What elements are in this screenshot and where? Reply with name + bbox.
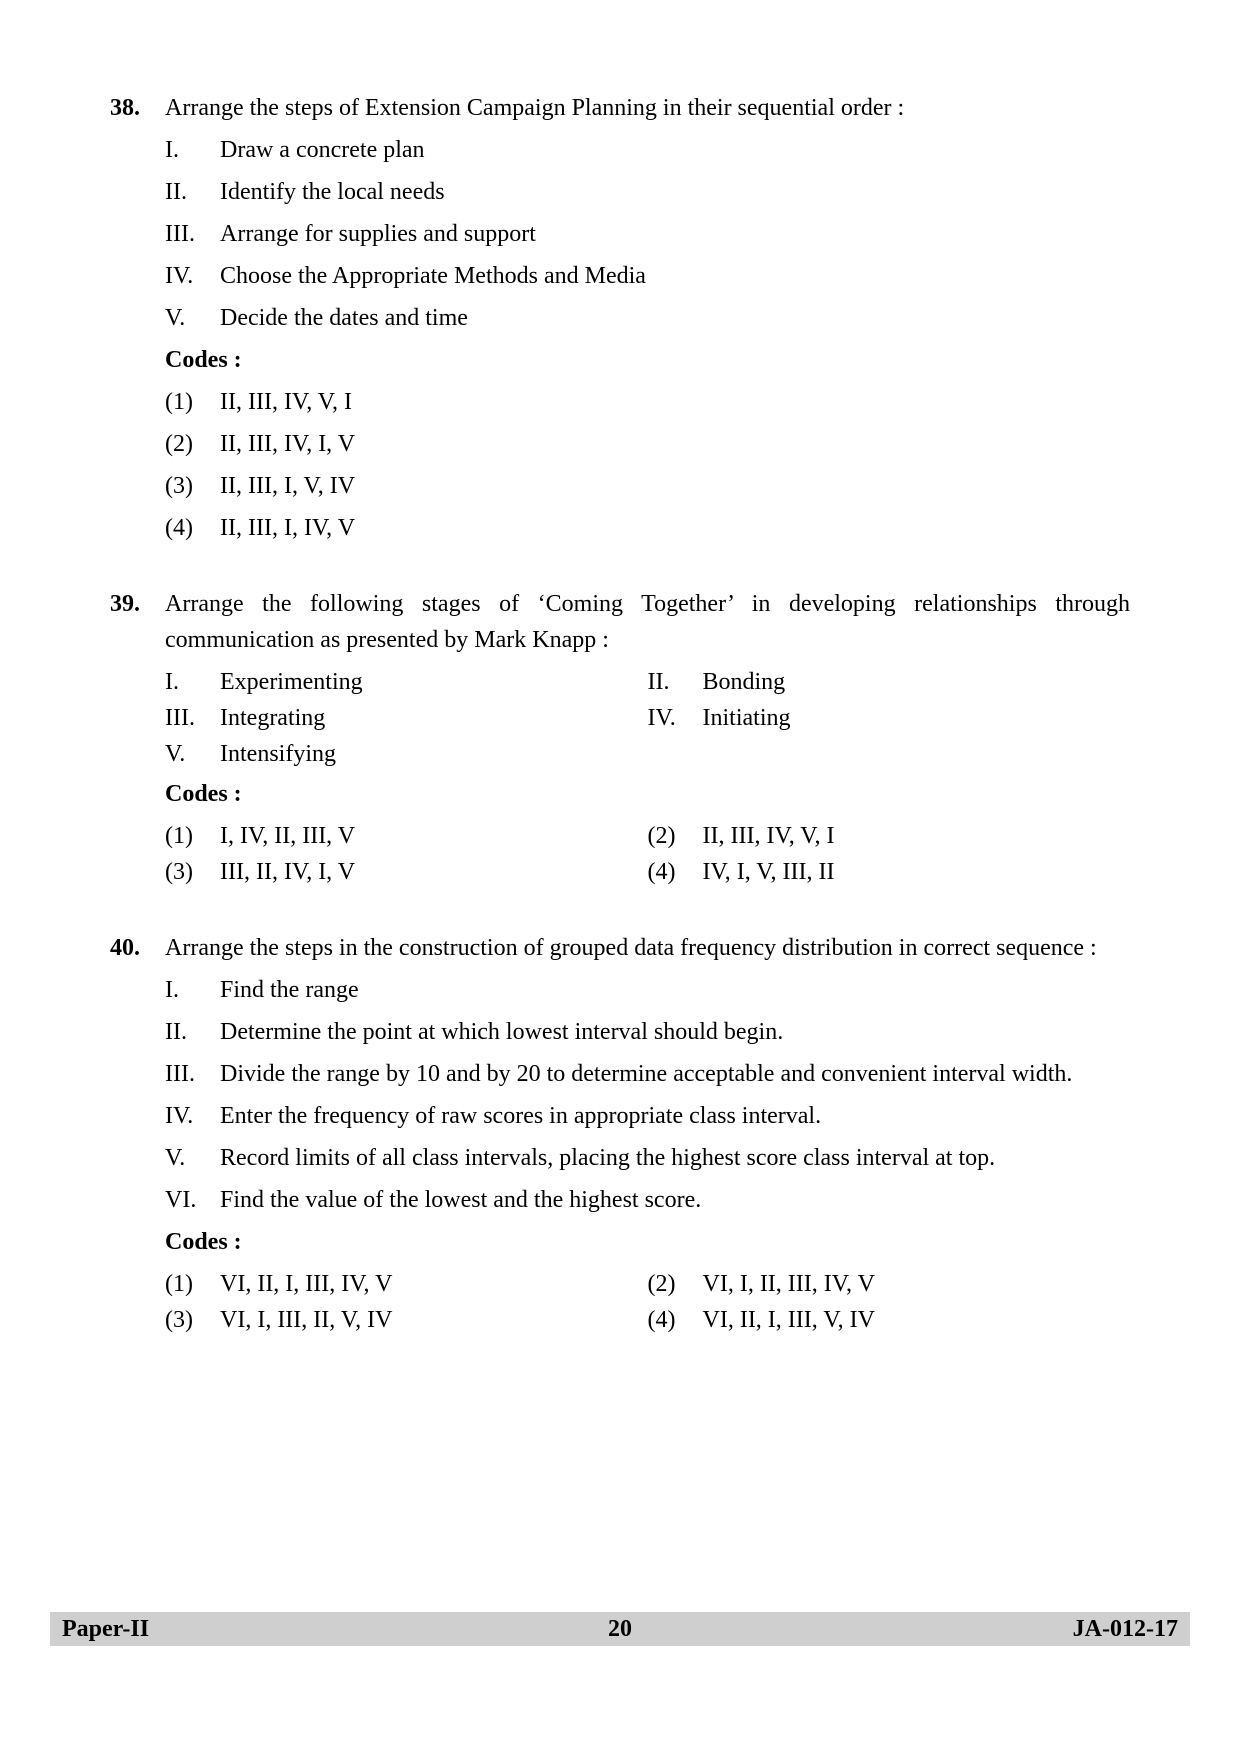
q38-option-text: II, III, I, V, IV bbox=[220, 468, 1130, 504]
q38-item-roman: II. bbox=[165, 174, 220, 210]
q40-option-text: VI, I, II, III, IV, V bbox=[703, 1266, 1131, 1302]
q40-item-roman: I. bbox=[165, 972, 220, 1008]
q39-option-num: (2) bbox=[648, 818, 703, 854]
q40-option-text: VI, II, I, III, IV, V bbox=[220, 1266, 648, 1302]
q39-option-num: (3) bbox=[165, 854, 220, 890]
q38-text: Arrange the steps of Extension Campaign … bbox=[165, 90, 1130, 126]
q38-item-roman: IV. bbox=[165, 258, 220, 294]
q38-option-text: II, III, IV, V, I bbox=[220, 384, 1130, 420]
q40-option-text: VI, I, III, II, V, IV bbox=[220, 1302, 648, 1338]
q39-item-roman: II. bbox=[648, 664, 703, 700]
q40-item-roman: II. bbox=[165, 1014, 220, 1050]
q38-option-num: (1) bbox=[165, 384, 220, 420]
q38-item-text: Arrange for supplies and support bbox=[220, 216, 1130, 252]
q40-item-text: Enter the frequency of raw scores in app… bbox=[220, 1098, 1130, 1134]
q39-item-text: Experimenting bbox=[220, 664, 648, 700]
q38-item-roman: III. bbox=[165, 216, 220, 252]
q39-item-roman: I. bbox=[165, 664, 220, 700]
q39-item-roman: V. bbox=[165, 736, 220, 772]
q39-item-text: Intensifying bbox=[220, 736, 648, 772]
q39-option-text: IV, I, V, III, II bbox=[703, 854, 1131, 890]
q38-item-text: Identify the local needs bbox=[220, 174, 1130, 210]
q39-codes-label: Codes : bbox=[165, 776, 1130, 812]
q40-item-roman: VI. bbox=[165, 1182, 220, 1218]
q40-item-roman: V. bbox=[165, 1140, 220, 1176]
q40-item-text: Determine the point at which lowest inte… bbox=[220, 1014, 1130, 1050]
question-39: 39. Arrange the following stages of ‘Com… bbox=[110, 586, 1130, 890]
q40-item-roman: IV. bbox=[165, 1098, 220, 1134]
q38-item-text: Decide the dates and time bbox=[220, 300, 1130, 336]
q39-option-text: II, III, IV, V, I bbox=[703, 818, 1131, 854]
q40-item-text: Find the range bbox=[220, 972, 1130, 1008]
q39-option-text: I, IV, II, III, V bbox=[220, 818, 648, 854]
q38-number: 38. bbox=[110, 90, 165, 126]
q39-item-text: Integrating bbox=[220, 700, 648, 736]
footer-page-number: 20 bbox=[434, 1611, 806, 1647]
q38-option-num: (2) bbox=[165, 426, 220, 462]
q38-option-text: II, III, I, IV, V bbox=[220, 510, 1130, 546]
q40-codes-label: Codes : bbox=[165, 1224, 1130, 1260]
q40-text: Arrange the steps in the construction of… bbox=[165, 930, 1130, 966]
q39-text: Arrange the following stages of ‘Coming … bbox=[165, 586, 1130, 658]
q40-item-text: Find the value of the lowest and the hig… bbox=[220, 1182, 1130, 1218]
q39-item-roman: III. bbox=[165, 700, 220, 736]
q38-codes-label: Codes : bbox=[165, 342, 1130, 378]
q38-item-text: Choose the Appropriate Methods and Media bbox=[220, 258, 1130, 294]
q39-item-text: Bonding bbox=[703, 664, 1131, 700]
q39-number: 39. bbox=[110, 586, 165, 622]
page-footer: Paper-II 20 JA-012-17 bbox=[50, 1612, 1190, 1646]
footer-paper: Paper-II bbox=[50, 1611, 434, 1647]
question-40: 40. Arrange the steps in the constructio… bbox=[110, 930, 1130, 1338]
q40-item-text: Divide the range by 10 and by 20 to dete… bbox=[220, 1056, 1130, 1092]
q40-number: 40. bbox=[110, 930, 165, 966]
q38-item-roman: I. bbox=[165, 132, 220, 168]
q40-option-text: VI, II, I, III, V, IV bbox=[703, 1302, 1131, 1338]
q38-option-text: II, III, IV, I, V bbox=[220, 426, 1130, 462]
q39-option-text: III, II, IV, I, V bbox=[220, 854, 648, 890]
q38-option-num: (3) bbox=[165, 468, 220, 504]
q40-item-roman: III. bbox=[165, 1056, 220, 1092]
q38-item-roman: V. bbox=[165, 300, 220, 336]
q40-option-num: (4) bbox=[648, 1302, 703, 1338]
q39-option-num: (1) bbox=[165, 818, 220, 854]
q39-item-text: Initiating bbox=[703, 700, 1131, 736]
q38-option-num: (4) bbox=[165, 510, 220, 546]
question-38: 38. Arrange the steps of Extension Campa… bbox=[110, 90, 1130, 546]
q40-option-num: (3) bbox=[165, 1302, 220, 1338]
footer-code: JA-012-17 bbox=[806, 1611, 1190, 1647]
q39-option-num: (4) bbox=[648, 854, 703, 890]
q40-option-num: (1) bbox=[165, 1266, 220, 1302]
q38-item-text: Draw a concrete plan bbox=[220, 132, 1130, 168]
q40-option-num: (2) bbox=[648, 1266, 703, 1302]
q40-item-text: Record limits of all class intervals, pl… bbox=[220, 1140, 1130, 1176]
q39-item-roman: IV. bbox=[648, 700, 703, 736]
